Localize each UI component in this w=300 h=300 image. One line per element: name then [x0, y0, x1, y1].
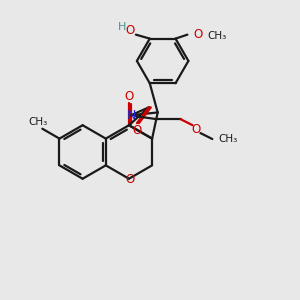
Text: CH₃: CH₃	[218, 134, 238, 144]
Text: N: N	[126, 109, 136, 122]
Text: CH₃: CH₃	[207, 31, 226, 40]
Text: CH₃: CH₃	[29, 117, 48, 127]
Text: O: O	[192, 123, 201, 136]
Text: H: H	[118, 22, 126, 32]
Text: O: O	[194, 28, 202, 41]
Text: O: O	[132, 124, 142, 136]
Text: O: O	[124, 90, 134, 103]
Text: O: O	[125, 24, 135, 37]
Text: O: O	[125, 173, 135, 186]
